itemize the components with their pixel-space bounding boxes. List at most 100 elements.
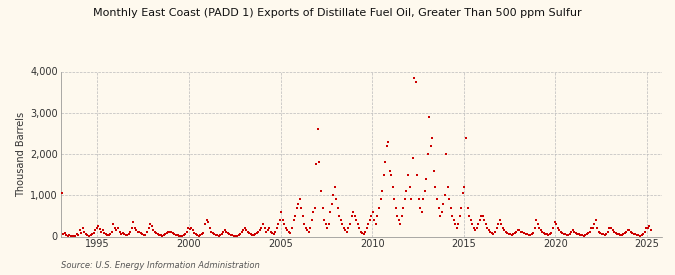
Point [115, 232, 126, 236]
Point [157, 233, 167, 238]
Point [398, 205, 409, 210]
Point [163, 230, 173, 235]
Point [366, 214, 377, 218]
Point [482, 226, 493, 230]
Point [244, 231, 254, 235]
Point [528, 231, 539, 235]
Point [140, 233, 151, 237]
Point [418, 197, 429, 202]
Point [471, 226, 482, 230]
Point [607, 228, 618, 232]
Point [109, 226, 120, 230]
Point [131, 228, 142, 232]
Point [125, 230, 136, 235]
Point [102, 233, 113, 237]
Text: Monthly East Coast (PADD 1) Exports of Distillate Fuel Oil, Greater Than 500 ppm: Monthly East Coast (PADD 1) Exports of D… [93, 8, 582, 18]
Point [402, 172, 413, 177]
Point [447, 214, 458, 218]
Point [384, 168, 395, 173]
Point [338, 226, 349, 230]
Point [130, 226, 140, 230]
Point [595, 231, 605, 235]
Point [154, 233, 165, 237]
Point [62, 233, 73, 238]
Text: Source: U.S. Energy Information Administration: Source: U.S. Energy Information Administ… [61, 260, 259, 270]
Point [238, 228, 248, 232]
Point [630, 232, 641, 236]
Point [302, 228, 313, 232]
Point [396, 214, 407, 218]
Point [464, 214, 475, 218]
Point [508, 232, 518, 236]
Point [308, 210, 319, 214]
Point [86, 232, 97, 236]
Y-axis label: Thousand Barrels: Thousand Barrels [16, 111, 26, 197]
Point [218, 230, 229, 235]
Point [488, 232, 499, 236]
Point [253, 230, 264, 235]
Point [97, 228, 108, 232]
Point [57, 232, 68, 236]
Point [182, 230, 192, 235]
Point [511, 230, 522, 235]
Point [212, 233, 223, 237]
Point [386, 172, 397, 177]
Point [387, 185, 398, 189]
Point [494, 218, 505, 222]
Point [413, 197, 424, 202]
Point [369, 218, 380, 222]
Point [274, 218, 285, 222]
Point [535, 228, 546, 232]
Point [90, 228, 101, 232]
Point [204, 226, 215, 230]
Point [305, 226, 316, 230]
Point [593, 230, 604, 235]
Point [587, 226, 598, 230]
Point [485, 230, 496, 235]
Point [506, 233, 517, 237]
Point [443, 197, 454, 202]
Point [92, 224, 103, 228]
Point [400, 197, 410, 202]
Point [63, 233, 74, 237]
Point [322, 226, 333, 230]
Point [569, 230, 580, 235]
Point [261, 230, 271, 235]
Point [512, 228, 523, 232]
Point [557, 231, 568, 235]
Point [146, 224, 157, 228]
Point [518, 231, 529, 235]
Point [367, 210, 378, 214]
Point [458, 191, 468, 195]
Point [319, 218, 329, 222]
Point [442, 185, 453, 189]
Point [645, 228, 656, 232]
Point [574, 232, 585, 236]
Point [575, 233, 586, 237]
Point [246, 232, 256, 236]
Point [119, 232, 130, 236]
Point [183, 226, 194, 230]
Point [481, 222, 491, 226]
Point [230, 234, 241, 238]
Point [84, 233, 95, 238]
Point [117, 231, 128, 235]
Point [78, 226, 88, 230]
Point [540, 232, 551, 236]
Point [554, 228, 564, 232]
Point [454, 214, 465, 218]
Point [552, 226, 563, 230]
Point [601, 232, 612, 236]
Point [372, 214, 383, 218]
Point [425, 144, 436, 148]
Point [287, 226, 298, 230]
Point [276, 210, 287, 214]
Point [358, 232, 369, 236]
Point [416, 210, 427, 214]
Point [632, 233, 643, 237]
Point [285, 231, 296, 235]
Point [323, 222, 334, 226]
Point [284, 230, 294, 235]
Point [360, 230, 371, 235]
Point [419, 189, 430, 193]
